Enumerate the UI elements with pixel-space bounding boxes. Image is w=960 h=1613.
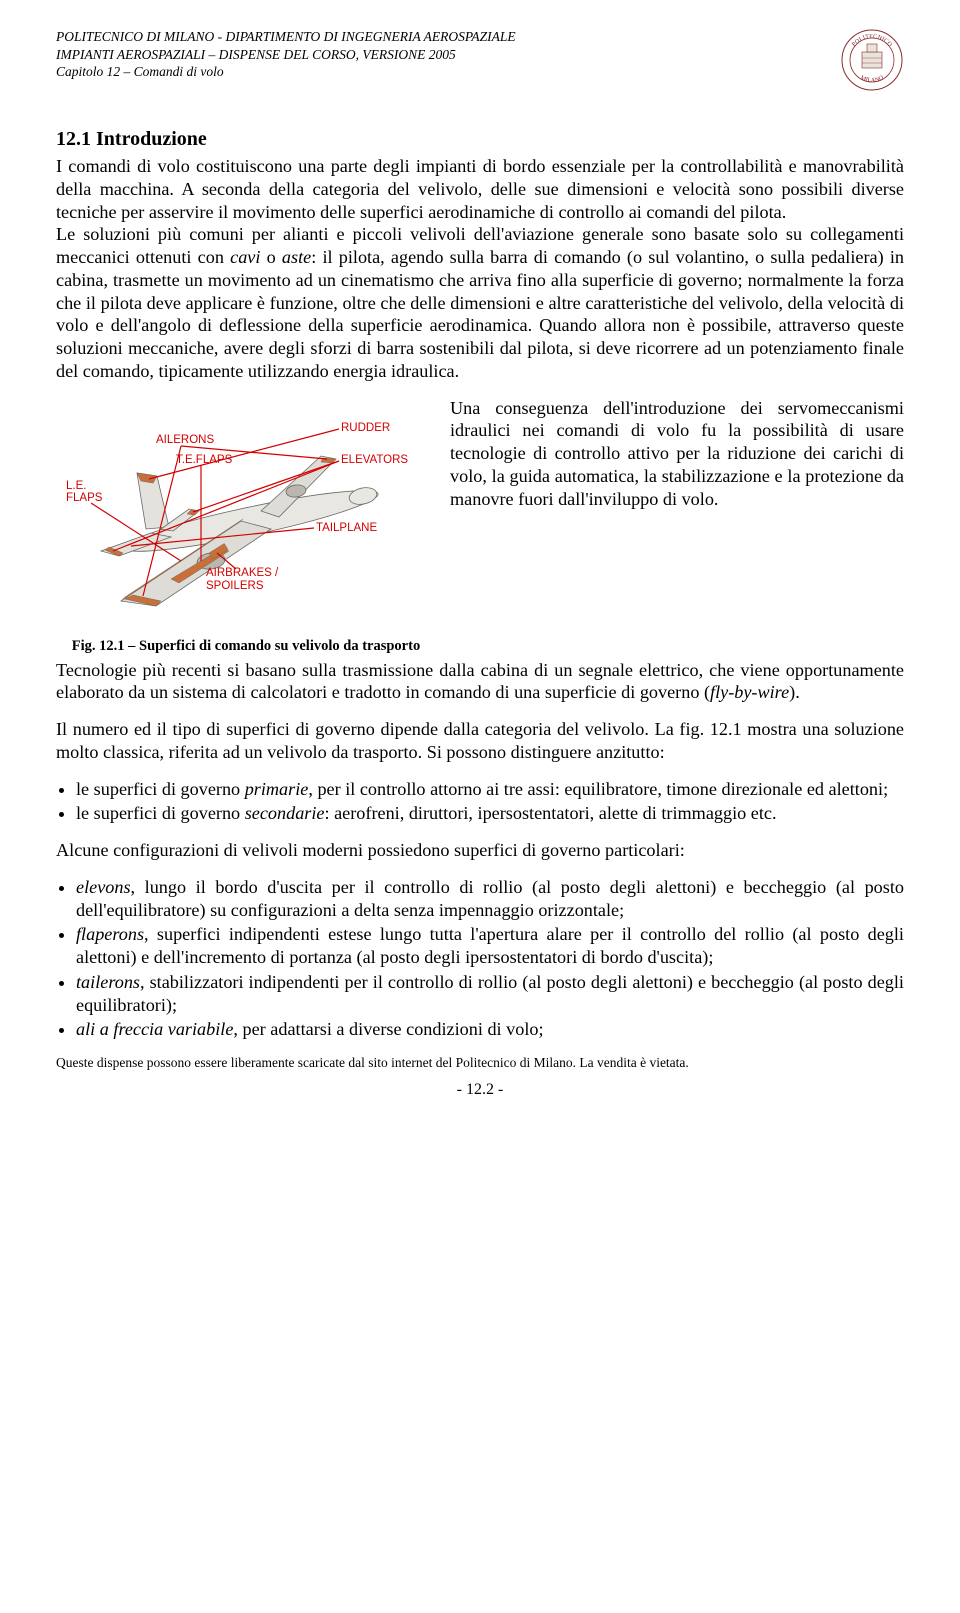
aircraft-diagram: AILERONS T.E.FLAPS L.E. FLAPS AIRBRAKES … xyxy=(61,401,431,631)
label-rudder: RUDDER xyxy=(341,422,390,434)
label-airbrakes-1: AIRBRAKES / xyxy=(206,567,279,579)
label-airbrakes-2: SPOILERS xyxy=(206,580,264,592)
bullet-primarie: le superfici di governo primarie, per il… xyxy=(76,778,904,801)
header-line-3: Capitolo 12 – Comandi di volo xyxy=(56,63,516,81)
bullet-elevons: elevons, lungo il bordo d'uscita per il … xyxy=(76,876,904,922)
paragraph-intro: I comandi di volo costituiscono una part… xyxy=(56,155,904,383)
paragraph-flybywire: Tecnologie più recenti si basano sulla t… xyxy=(56,659,904,705)
bullet-tailerons: tailerons, stabilizzatori indipendenti p… xyxy=(76,971,904,1017)
label-elevators: ELEVATORS xyxy=(341,454,408,466)
italic-cavi: cavi xyxy=(230,247,260,267)
italic-tailerons: tailerons xyxy=(76,972,140,992)
italic-varsweep: ali a freccia variabile xyxy=(76,1019,233,1039)
bullet-secondarie: le superfici di governo secondarie: aero… xyxy=(76,802,904,825)
italic-aste: aste xyxy=(282,247,311,267)
section-title: 12.1 Introduzione xyxy=(56,128,904,151)
bullet-flaperons: flaperons, superfici indipendenti estese… xyxy=(76,923,904,969)
label-leflaps-1: L.E. xyxy=(66,480,86,492)
p1-g: ). xyxy=(789,682,800,702)
bullet-list-special-surfaces: elevons, lungo il bordo d'uscita per il … xyxy=(56,876,904,1041)
label-leflaps-2: FLAPS xyxy=(66,492,103,504)
label-tailplane: TAILPLANE xyxy=(316,522,377,534)
figure-12-1: AILERONS T.E.FLAPS L.E. FLAPS AIRBRAKES … xyxy=(56,401,436,655)
label-ailerons: AILERONS xyxy=(156,434,214,446)
italic-secondarie: secondarie xyxy=(245,803,325,823)
figure-caption: Fig. 12.1 – Superfici di comando su veli… xyxy=(56,638,436,655)
paragraph-modern-configs: Alcune configurazioni di velivoli modern… xyxy=(56,839,904,862)
italic-flybywire: fly-by-wire xyxy=(710,682,789,702)
page-number: - 12.2 - xyxy=(56,1081,904,1099)
bullet-list-primary-secondary: le superfici di governo primarie, per il… xyxy=(56,778,904,826)
italic-flaperons: flaperons xyxy=(76,924,144,944)
p1-c: o xyxy=(260,247,281,267)
header-text-block: POLITECNICO DI MILANO - DIPARTIMENTO DI … xyxy=(56,28,516,81)
p1-d: : il pilota, agendo sulla barra di coman… xyxy=(56,247,904,381)
bullet-variable-sweep: ali a freccia variabile, per adattarsi a… xyxy=(76,1018,904,1041)
p1-a: I comandi di volo costituiscono una part… xyxy=(56,156,904,222)
header-line-2: IMPIANTI AEROSPAZIALI – DISPENSE DEL COR… xyxy=(56,46,516,64)
italic-elevons: elevons xyxy=(76,877,131,897)
polimi-logo: POLITECNICO MILANO xyxy=(840,28,904,92)
footer-note: Queste dispense possono essere liberamen… xyxy=(56,1055,904,1071)
page-header: POLITECNICO DI MILANO - DIPARTIMENTO DI … xyxy=(56,28,904,92)
header-line-1: POLITECNICO DI MILANO - DIPARTIMENTO DI … xyxy=(56,28,516,46)
paragraph-surfaces-intro: Il numero ed il tipo di superfici di gov… xyxy=(56,718,904,764)
italic-primarie: primarie xyxy=(245,779,309,799)
p1-e: Una conseguenza dell'introduzione dei se… xyxy=(450,398,904,509)
